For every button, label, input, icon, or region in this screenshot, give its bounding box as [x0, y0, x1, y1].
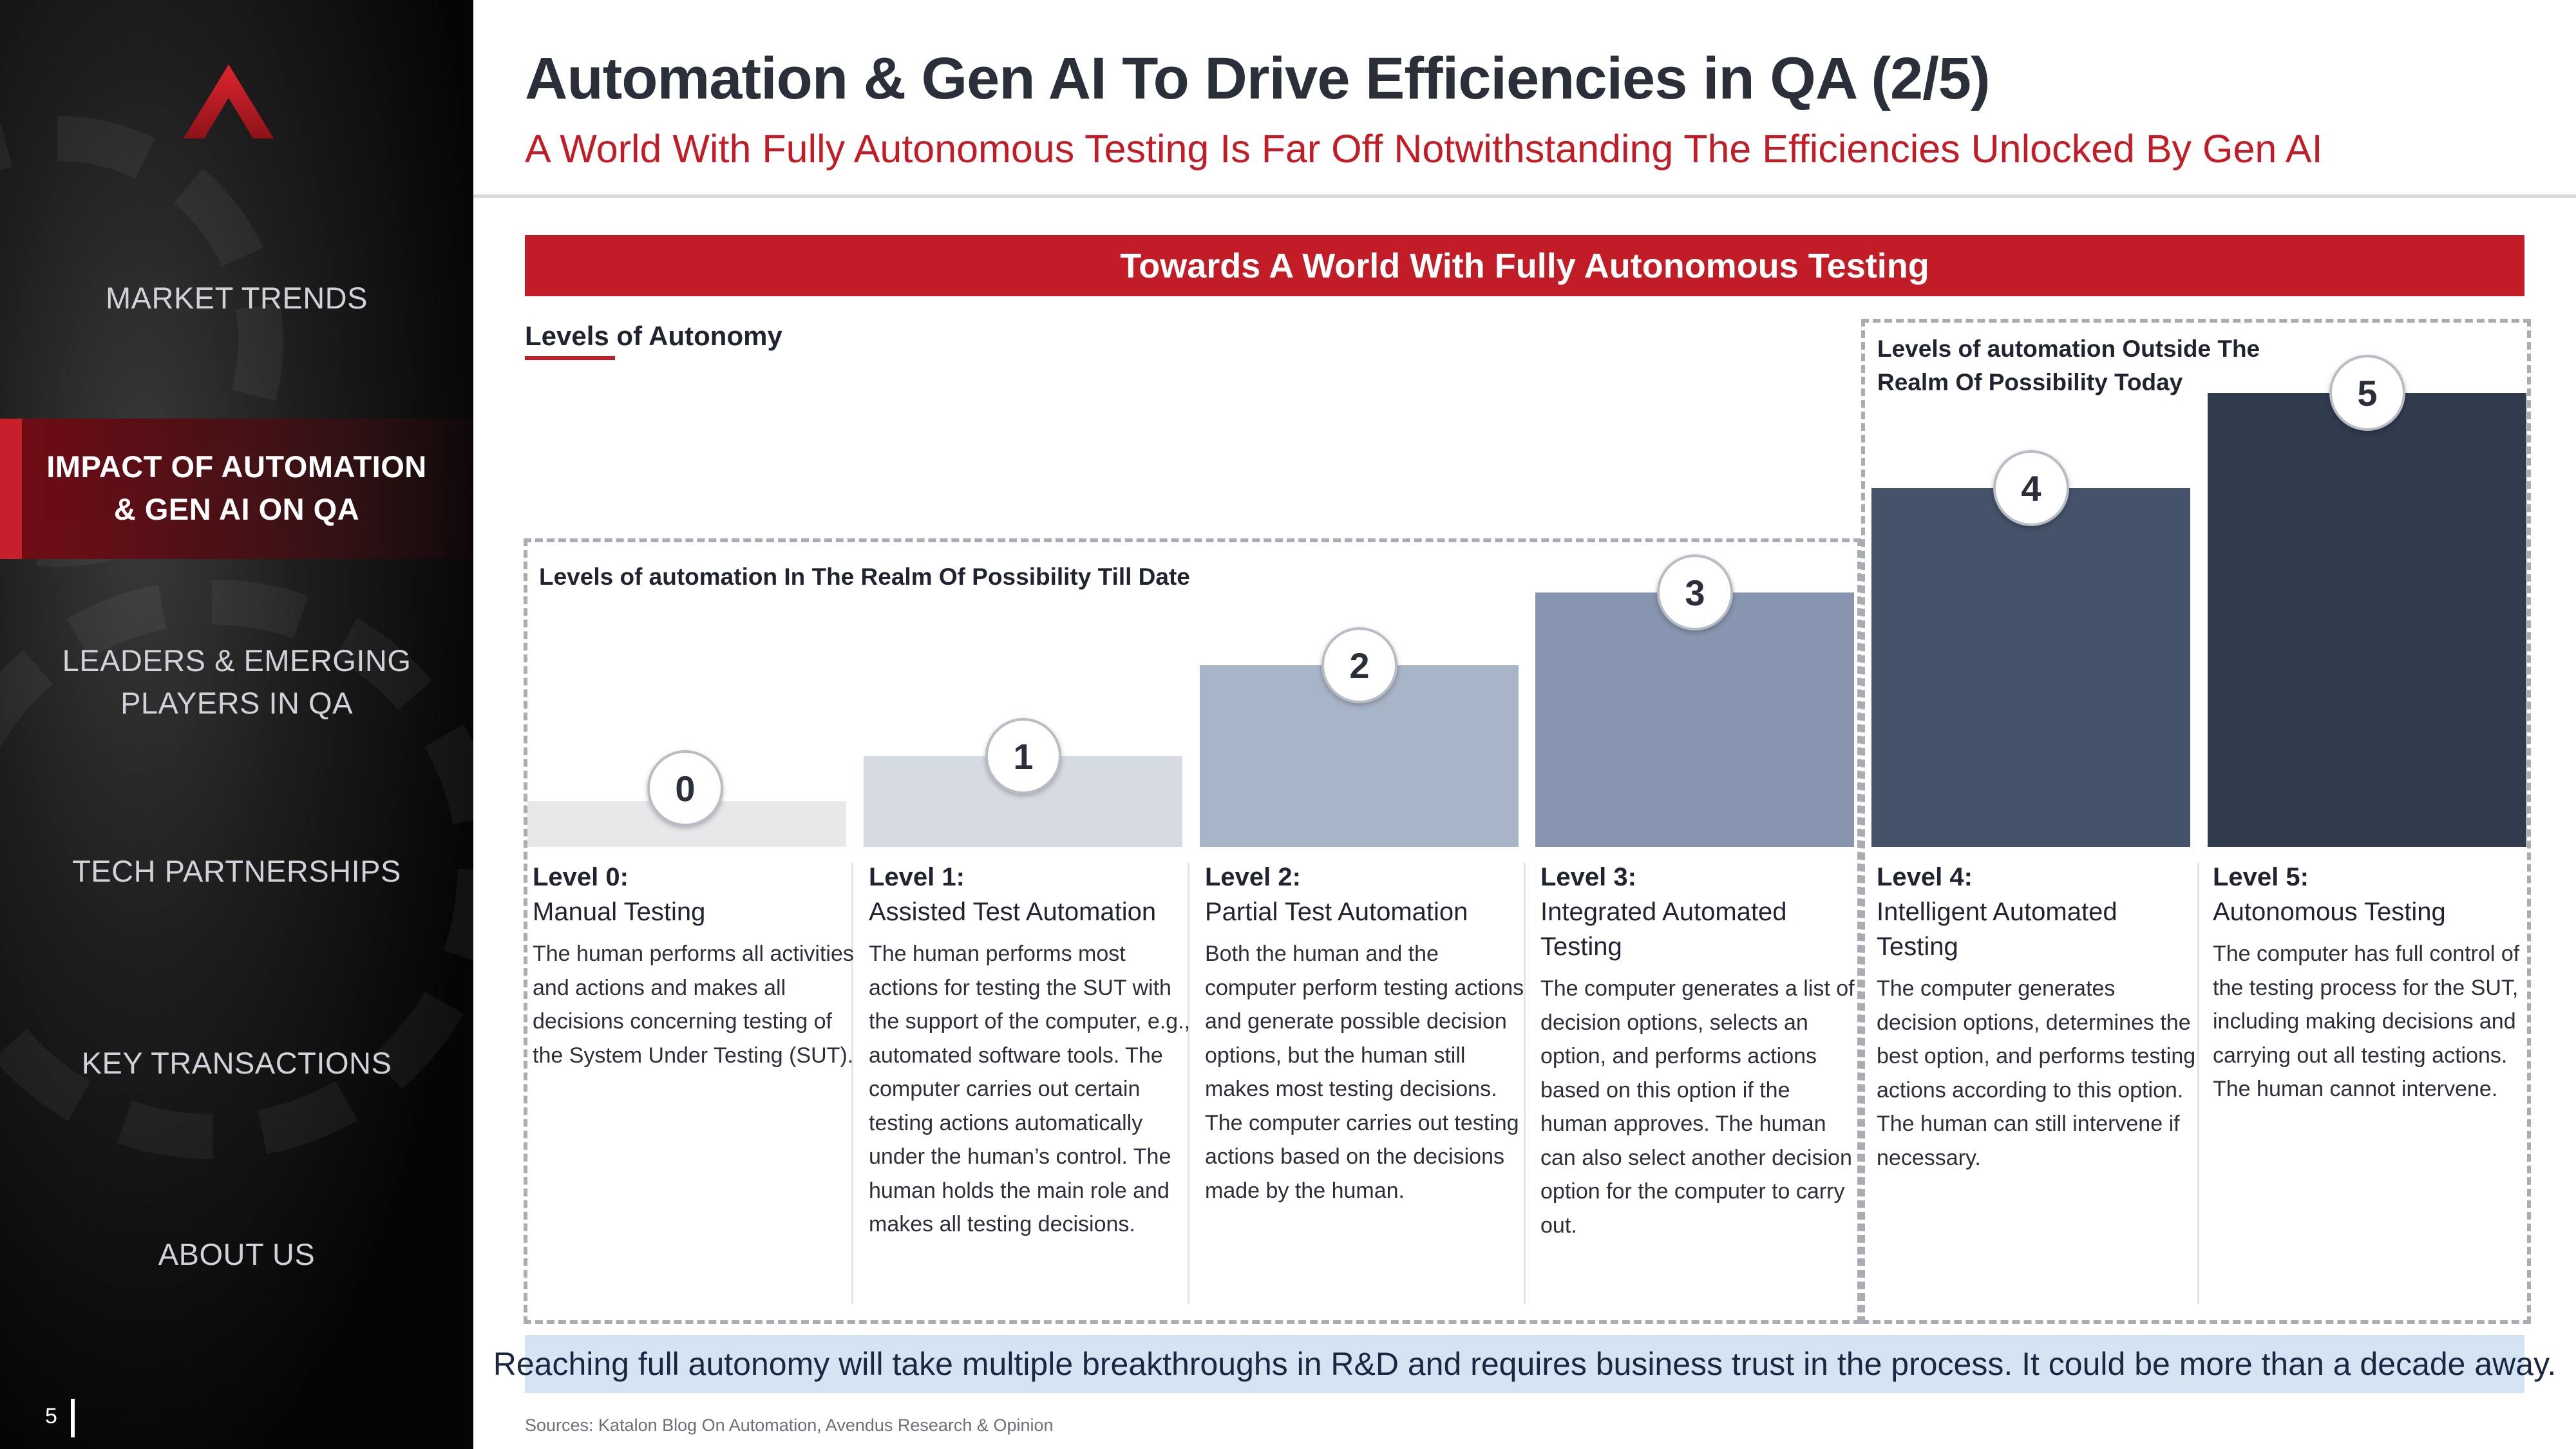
section-banner: Towards A World With Fully Autonomous Te… — [525, 235, 2524, 296]
sources-note: Sources: Katalon Blog On Automation, Ave… — [525, 1416, 1054, 1435]
sidebar: MARKET TRENDS IMPACT OF AUTOMATION & GEN… — [0, 0, 473, 1449]
nav-tech-partnerships[interactable]: TECH PARTNERSHIPS — [72, 854, 401, 888]
column-divider — [1188, 863, 1189, 1304]
level-type: Manual Testing — [533, 898, 706, 926]
level-name: Level 0: — [533, 863, 629, 891]
impossible-levels-box — [1861, 319, 2531, 1324]
possible-levels-box — [524, 538, 1861, 1324]
key-takeaway-note: Reaching full autonomy will take multipl… — [493, 1335, 2556, 1393]
levels-heading: Levels of Autonomy — [525, 321, 782, 351]
level-3-badge: 3 — [1657, 554, 1733, 630]
page-subtitle: A World With Fully Autonomous Testing Is… — [525, 127, 2323, 171]
level-5-bar — [2208, 393, 2526, 847]
level-name: Level 4: — [1877, 863, 1973, 891]
level-2-badge: 2 — [1321, 627, 1397, 703]
level-description: The computer generates decision options,… — [1877, 976, 2196, 1170]
level-description: The human performs all activities and ac… — [533, 942, 854, 1068]
level-type: Autonomous Testing — [2213, 898, 2446, 926]
level-0-badge: 0 — [647, 750, 723, 826]
level-5-column: Level 5: Autonomous Testing The computer… — [2213, 860, 2535, 1106]
page-title: Automation & Gen AI To Drive Efficiencie… — [525, 46, 1991, 111]
column-divider — [851, 863, 853, 1304]
level-4-column: Level 4: Intelligent Automated Testing T… — [1877, 860, 2199, 1175]
level-0-column: Level 0: Manual Testing The human perfor… — [533, 860, 855, 1072]
level-type: Partial Test Automation — [1205, 898, 1468, 926]
nav-impact-of-automation[interactable]: IMPACT OF AUTOMATION & GEN AI ON QA — [0, 419, 473, 559]
level-1-badge: 1 — [985, 718, 1061, 794]
page-number: 5 — [45, 1404, 57, 1428]
column-divider — [2197, 863, 2199, 1304]
impossible-levels-label: Levels of automation Outside The Realm O… — [1877, 336, 2260, 395]
level-name: Level 5: — [2213, 863, 2309, 891]
level-4-bar — [1871, 488, 2190, 847]
level-description: Both the human and the computer perform … — [1205, 942, 1524, 1203]
levels-heading-underline — [525, 356, 615, 360]
nav-about-us[interactable]: ABOUT US — [158, 1237, 316, 1271]
level-name: Level 3: — [1540, 863, 1636, 891]
nav-market-trends[interactable]: MARKET TRENDS — [106, 281, 368, 315]
brand-chevron-logo[interactable] — [184, 64, 274, 138]
level-type: Integrated Automated Testing — [1540, 898, 1787, 961]
level-name: Level 1: — [869, 863, 965, 891]
column-divider — [1524, 863, 1526, 1304]
header-divider — [473, 194, 2576, 198]
level-description: The computer generates a list of decisio… — [1540, 976, 1855, 1238]
level-description: The computer has full control of the tes… — [2213, 942, 2520, 1101]
level-type: Intelligent Automated Testing — [1877, 898, 2117, 961]
level-description: The human performs most actions for test… — [869, 942, 1190, 1236]
level-2-column: Level 2: Partial Test Automation Both th… — [1205, 860, 1527, 1208]
level-3-column: Level 3: Integrated Automated Testing Th… — [1540, 860, 1862, 1242]
possible-levels-label: Levels of automation In The Realm Of Pos… — [539, 564, 1190, 590]
level-3-bar — [1535, 592, 1854, 847]
level-4-badge: 4 — [1993, 450, 2069, 526]
level-1-column: Level 1: Assisted Test Automation The hu… — [869, 860, 1191, 1242]
level-5-badge: 5 — [2329, 355, 2405, 431]
page-number-divider — [71, 1399, 75, 1437]
level-name: Level 2: — [1205, 863, 1301, 891]
level-type: Assisted Test Automation — [869, 898, 1157, 926]
nav-key-transactions[interactable]: KEY TRANSACTIONS — [81, 1046, 392, 1080]
nav-leaders-emerging-players[interactable]: LEADERS & EMERGING PLAYERS IN QA — [62, 643, 412, 720]
